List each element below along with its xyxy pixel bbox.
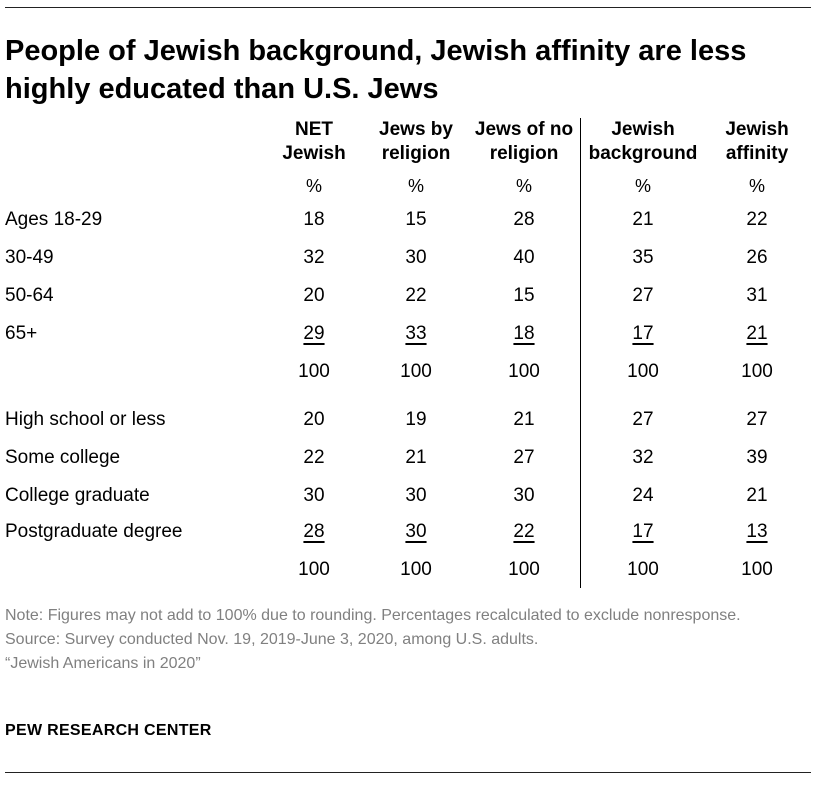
table-cell: 15 — [513, 285, 535, 306]
table-cell: 15 — [405, 209, 427, 230]
table-cell-total: 100 — [508, 559, 540, 580]
table-cell: 22 — [405, 285, 427, 306]
table-cell: 27 — [632, 409, 654, 430]
table-cell: 31 — [746, 285, 768, 306]
row-label: High school or less — [5, 409, 166, 430]
table-cell: 21 — [746, 323, 768, 344]
table-cell: 32 — [303, 247, 325, 268]
column-header-line1: NET — [295, 119, 333, 140]
table-cell: 30 — [513, 485, 535, 506]
report-title: “Jewish Americans in 2020” — [5, 655, 201, 672]
column-header-line2: background — [588, 143, 698, 164]
row-label: 65+ — [5, 323, 38, 344]
table-cell: 32 — [632, 447, 654, 468]
table-row-age-18-29: Ages 18-29 18 15 28 21 22 — [0, 205, 840, 235]
column-header-jewish-background: Jewish background — [583, 118, 703, 166]
table-row-age-65-plus: 65+ 29 33 18 17 21 — [0, 319, 840, 349]
percent-symbol: % — [305, 176, 322, 196]
column-header-jews-by-religion: Jews by religion — [356, 118, 476, 166]
row-label: College graduate — [5, 485, 150, 506]
table-cell: 21 — [746, 485, 768, 506]
footnotes: Note: Figures may not add to 100% due to… — [5, 604, 805, 676]
table-cell: 17 — [632, 323, 654, 344]
table-cell-total: 100 — [741, 559, 773, 580]
column-header-jewish-affinity: Jewish affinity — [697, 118, 817, 166]
column-header-line2: religion — [381, 143, 451, 164]
table-cell: 13 — [746, 521, 768, 542]
top-rule — [5, 7, 811, 8]
table-cell: 26 — [746, 247, 768, 268]
table-cell: 27 — [632, 285, 654, 306]
column-header-line1: Jews of no — [474, 119, 574, 140]
table-cell: 22 — [746, 209, 768, 230]
table-row-age-50-64: 50-64 20 22 15 27 31 — [0, 281, 840, 311]
source-text: Source: Survey conducted Nov. 19, 2019-J… — [5, 631, 539, 648]
table-cell-total: 100 — [400, 361, 432, 382]
table-cell: 20 — [303, 409, 325, 430]
table-cell: 18 — [513, 323, 535, 344]
row-label: Postgraduate degree — [5, 521, 183, 542]
table-cell: 21 — [405, 447, 427, 468]
table-cell: 20 — [303, 285, 325, 306]
table-cell: 28 — [513, 209, 535, 230]
note-text: Note: Figures may not add to 100% due to… — [5, 607, 741, 624]
table-row-age-30-49: 30-49 32 30 40 35 26 — [0, 243, 840, 273]
column-header-line2: religion — [489, 143, 559, 164]
table-cell-total: 100 — [298, 559, 330, 580]
table-cell: 40 — [513, 247, 535, 268]
table-cell-total: 100 — [508, 361, 540, 382]
column-header-line1: Jews by — [379, 119, 453, 140]
row-label: 50-64 — [5, 285, 54, 306]
table-row-postgraduate-degree: Postgraduate degree 28 30 22 17 13 — [0, 517, 840, 547]
bottom-rule — [5, 772, 811, 773]
table-cell: 28 — [303, 521, 325, 542]
percent-symbol: % — [748, 176, 765, 196]
column-header-jews-of-no-religion: Jews of no religion — [464, 118, 584, 166]
table-cell: 30 — [405, 521, 427, 542]
table-cell-total: 100 — [400, 559, 432, 580]
column-header-line2: Jewish — [282, 143, 346, 164]
table-cell: 18 — [303, 209, 325, 230]
table-cell: 21 — [513, 409, 535, 430]
table-row-college-graduate: College graduate 30 30 30 24 21 — [0, 481, 840, 511]
chart-title: People of Jewish background, Jewish affi… — [5, 35, 747, 105]
table-cell: 30 — [405, 247, 427, 268]
table-cell: 27 — [746, 409, 768, 430]
table-cell: 39 — [746, 447, 768, 468]
row-label: Some college — [5, 447, 121, 468]
column-header-line2: affinity — [725, 143, 789, 164]
table-cell-total: 100 — [627, 559, 659, 580]
table-cell-total: 100 — [741, 361, 773, 382]
percent-symbol: % — [634, 176, 651, 196]
percent-symbol: % — [515, 176, 532, 196]
column-header-net-jewish: NET Jewish — [254, 118, 374, 166]
table-row-education-total: 100 100 100 100 100 — [0, 555, 840, 585]
table-cell: 24 — [632, 485, 654, 506]
table-cell-total: 100 — [627, 361, 659, 382]
percent-symbol: % — [407, 176, 424, 196]
table-cell: 33 — [405, 323, 427, 344]
column-header-line1: Jewish — [725, 119, 789, 140]
row-label: 30-49 — [5, 247, 54, 268]
table-cell-total: 100 — [298, 361, 330, 382]
pew-logo-text: PEW RESEARCH CENTER — [5, 722, 212, 739]
table-cell: 29 — [303, 323, 325, 344]
table-cell: 17 — [632, 521, 654, 542]
table-row-high-school-or-less: High school or less 20 19 21 27 27 — [0, 405, 840, 435]
column-header-line1: Jewish — [611, 119, 675, 140]
table-row-age-total: 100 100 100 100 100 — [0, 357, 840, 387]
table-cell: 21 — [632, 209, 654, 230]
table-row-some-college: Some college 22 21 27 32 39 — [0, 443, 840, 473]
group-divider — [580, 118, 581, 588]
table-cell: 19 — [405, 409, 427, 430]
table-cell: 35 — [632, 247, 654, 268]
table-cell: 30 — [405, 485, 427, 506]
table-cell: 27 — [513, 447, 535, 468]
row-label: Ages 18-29 — [5, 209, 103, 230]
table-cell: 22 — [303, 447, 325, 468]
table-cell: 22 — [513, 521, 535, 542]
table-cell: 30 — [303, 485, 325, 506]
